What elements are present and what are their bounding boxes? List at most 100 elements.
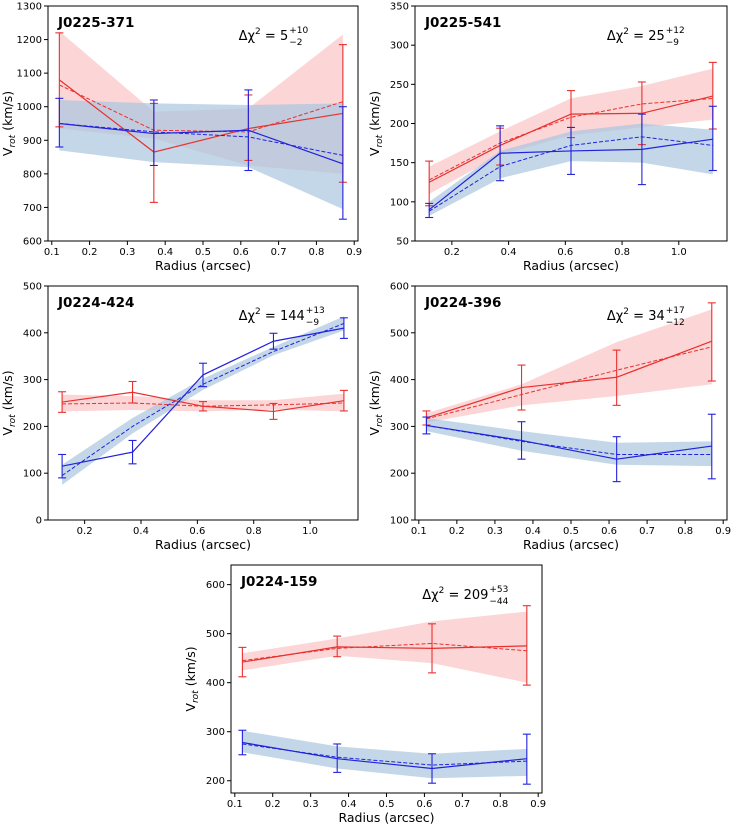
x-tick-label: 0.5 (563, 526, 579, 537)
y-tick-label: 200 (390, 119, 409, 130)
x-tick-label: 0.8 (308, 247, 324, 258)
panel-j0225-371: 0.1 0.2 0.3 0.4 0.5 0.6 0.7 0.8 0.9 600 700 800 900 1… (0, 2, 362, 274)
blue-error-bar (612, 436, 621, 483)
x-tick-label: 0.6 (416, 799, 432, 810)
blue-uncertainty-band (59, 100, 343, 210)
x-tick-label: 0.7 (454, 799, 470, 810)
x-tick-label: 0.2 (449, 526, 465, 537)
blue-error-bar (708, 105, 717, 172)
x-tick-label: 0.6 (233, 247, 249, 258)
x-tick-label: 0.1 (44, 247, 60, 258)
plot-area (238, 605, 531, 785)
blue-error-bar (637, 113, 646, 186)
annotation-lower-error: −2 (289, 38, 302, 48)
annotation-upper-error: +53 (489, 585, 508, 595)
y-tick-label: 300 (390, 422, 409, 433)
blue-error-bar (269, 332, 278, 350)
red-error-bar (128, 380, 137, 404)
panel-title: J0224-396 (424, 295, 501, 311)
y-tick-label: 500 (390, 328, 409, 339)
x-tick-label: 0.5 (195, 247, 211, 258)
y-tick-label: 1200 (17, 35, 42, 46)
y-tick-label: 400 (390, 375, 409, 386)
y-axis-label: Vrot (km/s) (367, 91, 385, 156)
y-tick-label: 400 (206, 678, 225, 689)
x-tick-label: 0.6 (557, 247, 573, 258)
red-error-bar (522, 605, 531, 686)
y-axis-label: Vrot (km/s) (367, 370, 385, 435)
y-tick-label: 100 (23, 469, 42, 480)
blue-error-bar (707, 413, 716, 480)
y-axis-label: Vrot (km/s) (0, 370, 18, 435)
panel-title: J0225-541 (424, 15, 501, 31)
delta-chi2-annotation: Δχ2 = 5 (239, 27, 289, 44)
blue-error-bar (244, 89, 253, 172)
red-error-bar (333, 635, 342, 658)
plot-frame (47, 285, 359, 521)
blue-error-bar (338, 106, 347, 220)
x-tick-label: 0.5 (379, 799, 395, 810)
y-tick-label: 200 (390, 469, 409, 480)
y-axis-label: Vrot (km/s) (0, 91, 18, 156)
x-tick-label: 0.2 (444, 247, 460, 258)
x-tick-label: 1.0 (671, 247, 687, 258)
panel-title: J0225-371 (57, 15, 134, 31)
x-tick-label: 0.3 (303, 799, 319, 810)
y-tick-label: 1100 (17, 69, 42, 80)
plot-area (58, 316, 348, 485)
blue-error-bar (149, 99, 158, 167)
blue-error-bar (496, 125, 505, 182)
plot-area (422, 302, 716, 483)
annotation-lower-error: −44 (489, 597, 508, 607)
blue-data-line (59, 122, 344, 165)
delta-chi2-annotation: Δχ2 = 209 (422, 586, 488, 603)
blue-model-line (61, 322, 345, 476)
y-tick-label: 600 (23, 237, 42, 248)
x-tick-label: 0.3 (487, 526, 503, 537)
panel-j0224-159: 0.1 0.2 0.3 0.4 0.5 0.6 0.7 0.8 0.9 200 300 400 500 6… (183, 564, 546, 825)
y-axis-label: Vrot (km/s) (183, 646, 201, 711)
x-tick-label: 0.9 (530, 799, 546, 810)
x-tick-label: 0.9 (346, 247, 362, 258)
panel-title: J0224-424 (57, 295, 134, 311)
x-axis-label: Radius (arcsec) (523, 537, 619, 552)
panel-title: J0224-159 (240, 574, 317, 590)
blue-error-bar (422, 416, 431, 435)
x-tick-label: 0.2 (265, 799, 281, 810)
y-tick-label: 300 (206, 727, 225, 738)
blue-error-bar (339, 317, 348, 339)
blue-error-bar (428, 753, 437, 784)
blue-error-bar (517, 421, 526, 460)
x-tick-label: 0.8 (614, 247, 630, 258)
y-tick-label: 150 (390, 158, 409, 169)
x-tick-label: 0.4 (525, 526, 541, 537)
blue-error-bar (333, 743, 342, 773)
x-tick-label: 0.8 (492, 799, 508, 810)
panel-j0224-396: 0.1 0.2 0.3 0.4 0.5 0.6 0.7 0.8 0.9 100 200 300 400 5… (367, 282, 731, 553)
annotation-upper-error: +12 (666, 26, 685, 36)
y-tick-label: 200 (206, 776, 225, 787)
blue-error-bar (567, 126, 575, 175)
blue-error-bar (199, 362, 207, 388)
x-tick-label: 0.2 (82, 247, 98, 258)
x-tick-label: 0.6 (189, 526, 205, 537)
delta-chi2-annotation: Δχ2 = 25 (607, 27, 665, 44)
blue-data-line (242, 741, 527, 770)
x-tick-label: 0.7 (639, 526, 655, 537)
x-tick-label: 0.9 (715, 526, 731, 537)
annotation-lower-error: −9 (306, 318, 320, 328)
red-error-bar (612, 349, 621, 406)
red-data-line (58, 79, 343, 153)
red-error-bar (58, 391, 67, 413)
y-tick-label: 500 (23, 282, 42, 293)
x-tick-label: 0.3 (119, 247, 135, 258)
y-tick-label: 100 (390, 197, 409, 208)
y-tick-label: 300 (390, 41, 409, 52)
x-tick-label: 0.8 (677, 526, 693, 537)
blue-model-line (426, 424, 712, 455)
y-tick-label: 250 (390, 80, 409, 91)
annotation-lower-error: −9 (666, 38, 680, 48)
x-tick-label: 0.4 (341, 799, 357, 810)
red-error-bar (707, 302, 716, 382)
